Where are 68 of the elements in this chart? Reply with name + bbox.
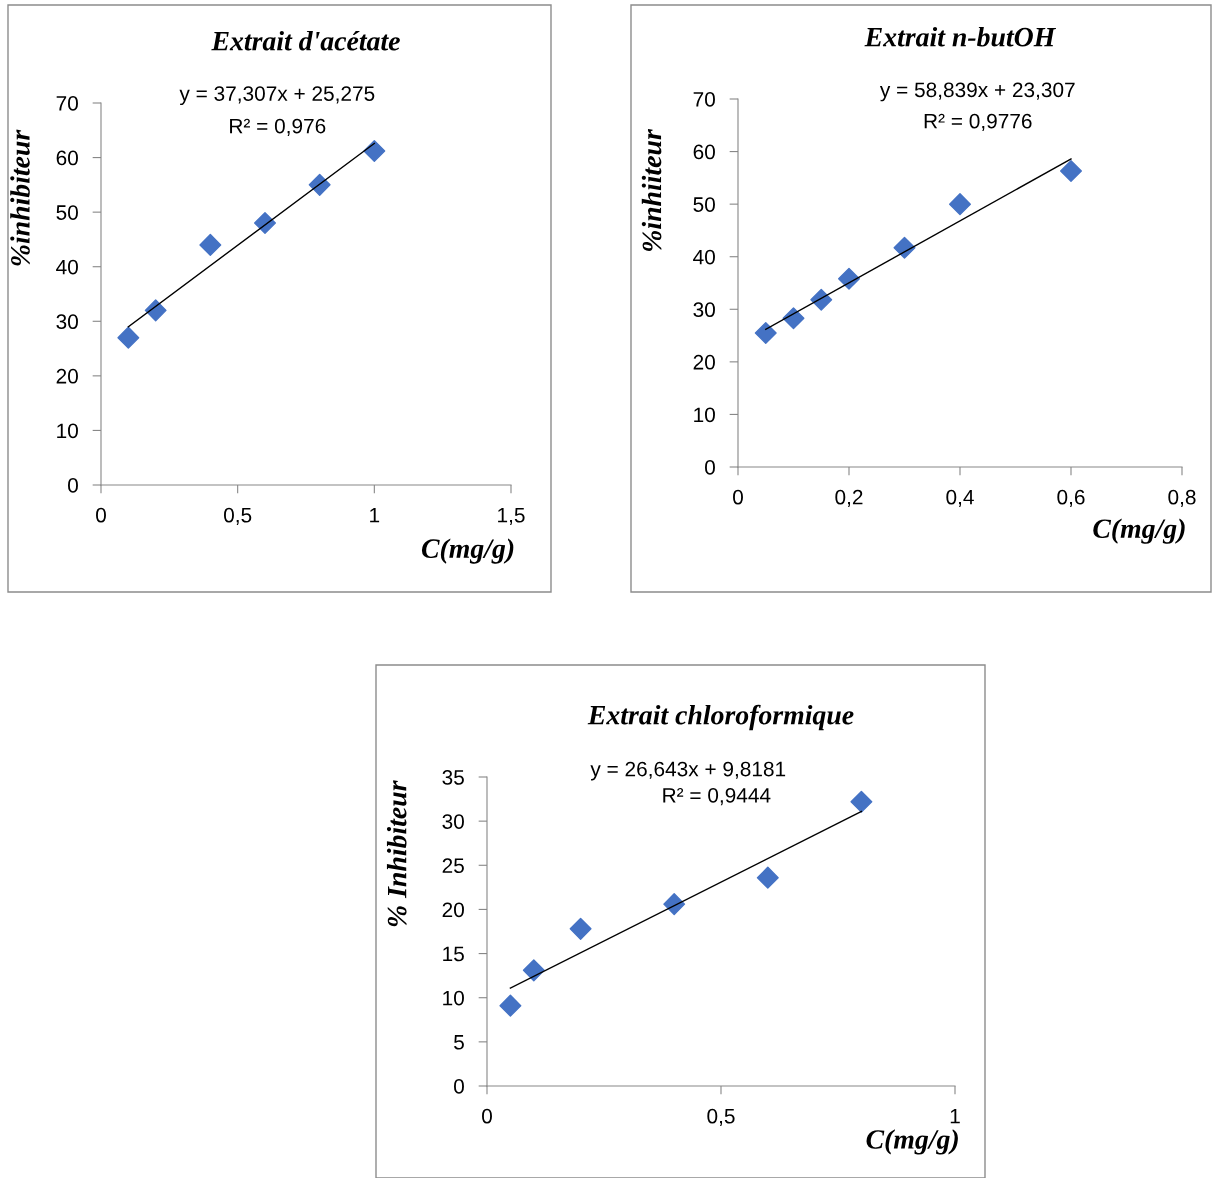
- y-tick-label: 20: [56, 368, 78, 384]
- y-tick-label: 10: [443, 990, 464, 1006]
- point: [949, 193, 971, 216]
- y-axis-title: % Inhibiteur: [386, 780, 407, 927]
- x-tick-label: 0,2: [835, 489, 863, 507]
- point: [569, 917, 592, 940]
- y-tick-label: 10: [57, 423, 78, 439]
- y-tick-label: 0: [68, 478, 78, 493]
- annotation: y = 58,839x + 23,307: [879, 82, 1075, 102]
- y-tick-label: 50: [56, 205, 78, 220]
- x-tick-label: 0,5: [224, 507, 252, 525]
- y-tick-label: 5: [454, 1035, 464, 1050]
- y-tick-label: 30: [693, 302, 715, 318]
- y-tick-label: 70: [56, 96, 78, 111]
- chart-title: Extrait n-butOH: [864, 26, 1057, 47]
- y-tick-label: 60: [693, 144, 715, 160]
- y-tick-label: 0: [705, 460, 715, 475]
- point: [522, 959, 545, 982]
- x-tick-label: 0: [482, 1108, 492, 1124]
- annotation: R² = 0,9444: [663, 787, 771, 806]
- y-tick-label: 25: [442, 858, 464, 874]
- y-axis-title: %inhibiteur: [10, 129, 30, 266]
- x-tick-label: 0,5: [707, 1108, 735, 1126]
- y-tick-label: 30: [442, 814, 464, 829]
- point: [754, 321, 777, 344]
- annotation: R² = 0,976: [230, 118, 326, 136]
- y-tick-label: 70: [693, 92, 715, 107]
- point: [117, 326, 140, 349]
- x-tick-label: 0: [96, 507, 106, 523]
- annotation: y = 26,643x + 9,8181: [590, 761, 786, 781]
- point: [1060, 160, 1082, 183]
- y-tick-label: 0: [454, 1079, 464, 1094]
- x-tick-label: 0,4: [946, 489, 974, 507]
- point: [663, 893, 686, 916]
- point: [308, 173, 331, 196]
- x-axis-title: C(mg/g): [421, 538, 514, 564]
- chart-title: Extrait chloroformique: [587, 704, 854, 731]
- x-tick-label: 0,6: [1057, 489, 1085, 507]
- point: [199, 233, 222, 256]
- point: [144, 299, 167, 322]
- point: [254, 212, 276, 235]
- y-axis-title: %inhiiteur: [641, 129, 662, 251]
- point: [850, 790, 873, 813]
- x-tick-label: 1,5: [498, 507, 525, 525]
- annotation: y = 37,307x + 25,275: [179, 86, 375, 106]
- y-tick-label: 50: [693, 197, 715, 212]
- chart-title: Extrait d'acétate: [211, 30, 400, 51]
- y-tick-label: 10: [694, 407, 715, 423]
- x-tick-label: 1: [950, 1108, 960, 1124]
- y-tick-label: 20: [442, 902, 464, 918]
- y-tick-label: 15: [443, 946, 464, 962]
- point: [810, 288, 833, 311]
- x-axis-title: C(mg/g): [1093, 518, 1185, 544]
- y-tick-label: 30: [56, 314, 78, 330]
- y-tick-label: 20: [693, 354, 715, 370]
- point: [838, 267, 860, 290]
- point: [499, 994, 522, 1017]
- point: [893, 236, 916, 259]
- y-tick-label: 60: [56, 150, 78, 166]
- y-tick-label: 40: [56, 259, 78, 275]
- x-tick-label: 0: [733, 489, 743, 505]
- x-tick-label: 1: [370, 507, 380, 523]
- annotation: R² = 0,9776: [924, 113, 1032, 131]
- y-tick-label: 35: [442, 770, 464, 785]
- point: [756, 866, 779, 889]
- x-tick-label: 0,8: [1168, 489, 1196, 507]
- y-tick-label: 40: [693, 249, 715, 265]
- x-axis-title: C(mg/g): [866, 1129, 958, 1155]
